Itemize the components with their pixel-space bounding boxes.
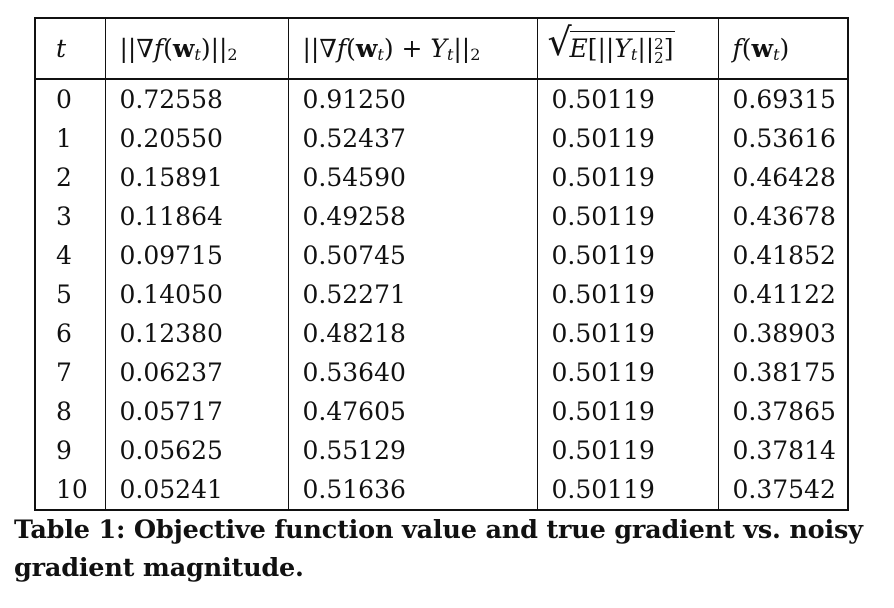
table-row: 3 0.11864 0.49258 0.50119 0.43678 — [34, 197, 849, 236]
cell-t: 10 — [34, 470, 106, 510]
cell-objective-value: 0.41852 — [717, 236, 849, 275]
cell-expected-noise-norm: 0.50119 — [536, 236, 719, 275]
cell-t: 5 — [34, 275, 106, 314]
cell-expected-noise-norm: 0.50119 — [536, 197, 719, 236]
cell-expected-noise-norm: 0.50119 — [536, 275, 719, 314]
cell-expected-noise-norm: 0.50119 — [536, 431, 719, 470]
table-row: 0 0.72558 0.91250 0.50119 0.69315 — [34, 79, 849, 119]
header-objective-value: f(wt) — [717, 18, 849, 80]
cell-objective-value: 0.43678 — [717, 197, 849, 236]
cell-noisy-gradient-norm: 0.50745 — [287, 236, 538, 275]
cell-objective-value: 0.46428 — [717, 158, 849, 197]
cell-noisy-gradient-norm: 0.53640 — [287, 353, 538, 392]
table-row: 9 0.05625 0.55129 0.50119 0.37814 — [34, 431, 849, 470]
cell-noisy-gradient-norm: 0.55129 — [287, 431, 538, 470]
cell-expected-noise-norm: 0.50119 — [536, 158, 719, 197]
cell-expected-noise-norm: 0.50119 — [536, 79, 719, 119]
cell-noisy-gradient-norm: 0.52271 — [287, 275, 538, 314]
cell-noisy-gradient-norm: 0.51636 — [287, 470, 538, 510]
cell-objective-value: 0.38903 — [717, 314, 849, 353]
cell-true-gradient-norm: 0.15891 — [104, 158, 289, 197]
table-row: 10 0.05241 0.51636 0.50119 0.37542 — [34, 470, 849, 510]
cell-t: 2 — [34, 158, 106, 197]
cell-t: 9 — [34, 431, 106, 470]
header-t: t — [34, 18, 106, 80]
cell-noisy-gradient-norm: 0.47605 — [287, 392, 538, 431]
header-true-gradient-norm: ||∇f(wt)||2 — [104, 18, 289, 80]
cell-true-gradient-norm: 0.05625 — [104, 431, 289, 470]
cell-objective-value: 0.53616 — [717, 119, 849, 158]
cell-objective-value: 0.37814 — [717, 431, 849, 470]
cell-noisy-gradient-norm: 0.54590 — [287, 158, 538, 197]
results-table: t ||∇f(wt)||2 ||∇f(wt) + Yt||2 √ E[||Yt||… — [34, 17, 849, 511]
table-row: 1 0.20550 0.52437 0.50119 0.53616 — [34, 119, 849, 158]
cell-true-gradient-norm: 0.05241 — [104, 470, 289, 510]
cell-objective-value: 0.38175 — [717, 353, 849, 392]
cell-true-gradient-norm: 0.11864 — [104, 197, 289, 236]
header-expected-noise-norm: √ E[||Yt|| 2 2] — [536, 18, 719, 80]
header-row: t ||∇f(wt)||2 ||∇f(wt) + Yt||2 √ E[||Yt||… — [34, 18, 849, 80]
cell-true-gradient-norm: 0.05717 — [104, 392, 289, 431]
cell-t: 1 — [34, 119, 106, 158]
cell-true-gradient-norm: 0.20550 — [104, 119, 289, 158]
table-row: 5 0.14050 0.52271 0.50119 0.41122 — [34, 275, 849, 314]
table-row: 7 0.06237 0.53640 0.50119 0.38175 — [34, 353, 849, 392]
table-row: 2 0.15891 0.54590 0.50119 0.46428 — [34, 158, 849, 197]
cell-objective-value: 0.37865 — [717, 392, 849, 431]
cell-noisy-gradient-norm: 0.49258 — [287, 197, 538, 236]
cell-t: 4 — [34, 236, 106, 275]
cell-true-gradient-norm: 0.14050 — [104, 275, 289, 314]
table-row: 4 0.09715 0.50745 0.50119 0.41852 — [34, 236, 849, 275]
cell-objective-value: 0.69315 — [717, 79, 849, 119]
header-noisy-gradient-norm: ||∇f(wt) + Yt||2 — [287, 18, 538, 80]
table-caption: Table 1: Objective function value and tr… — [14, 515, 863, 583]
cell-true-gradient-norm: 0.06237 — [104, 353, 289, 392]
cell-objective-value: 0.37542 — [717, 470, 849, 510]
cell-t: 3 — [34, 197, 106, 236]
table-body: 0 0.72558 0.91250 0.50119 0.69315 1 0.20550 0.5… — [34, 79, 849, 510]
cell-expected-noise-norm: 0.50119 — [536, 392, 719, 431]
cell-t: 7 — [34, 353, 106, 392]
cell-true-gradient-norm: 0.72558 — [104, 79, 289, 119]
cell-t: 6 — [34, 314, 106, 353]
cell-true-gradient-norm: 0.12380 — [104, 314, 289, 353]
cell-objective-value: 0.41122 — [717, 275, 849, 314]
table-row: 8 0.05717 0.47605 0.50119 0.37865 — [34, 392, 849, 431]
table-row: 6 0.12380 0.48218 0.50119 0.38903 — [34, 314, 849, 353]
cell-expected-noise-norm: 0.50119 — [536, 119, 719, 158]
cell-expected-noise-norm: 0.50119 — [536, 470, 719, 510]
results-table-container: t ||∇f(wt)||2 ||∇f(wt) + Yt||2 √ E[||Yt||… — [34, 17, 849, 511]
cell-noisy-gradient-norm: 0.48218 — [287, 314, 538, 353]
cell-expected-noise-norm: 0.50119 — [536, 353, 719, 392]
cell-t: 8 — [34, 392, 106, 431]
cell-expected-noise-norm: 0.50119 — [536, 314, 719, 353]
cell-true-gradient-norm: 0.09715 — [104, 236, 289, 275]
cell-noisy-gradient-norm: 0.52437 — [287, 119, 538, 158]
cell-t: 0 — [34, 79, 106, 119]
cell-noisy-gradient-norm: 0.91250 — [287, 79, 538, 119]
